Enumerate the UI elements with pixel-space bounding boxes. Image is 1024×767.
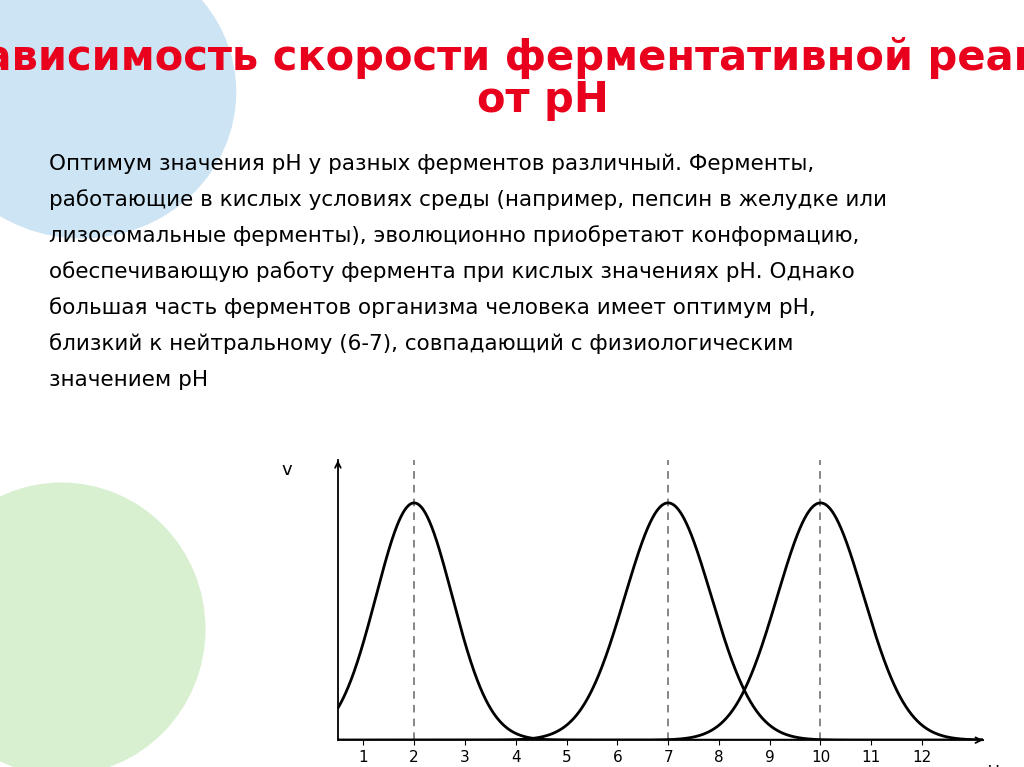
Text: рН: рН: [978, 764, 1001, 767]
Text: близкий к нейтральному (6-7), совпадающий с физиологическим: близкий к нейтральному (6-7), совпадающи…: [49, 334, 794, 354]
Text: лизосомальные ферменты), эволюционно приобретают конформацию,: лизосомальные ферменты), эволюционно при…: [49, 225, 859, 246]
Text: работающие в кислых условиях среды (например, пепсин в желудке или: работающие в кислых условиях среды (напр…: [49, 189, 887, 210]
Text: Зависимость скорости ферментативной реакции: Зависимость скорости ферментативной реак…: [0, 37, 1024, 78]
Ellipse shape: [0, 0, 236, 238]
Ellipse shape: [0, 483, 205, 767]
Text: v: v: [282, 461, 293, 479]
Text: Оптимум значения рН у разных ферментов различный. Ферменты,: Оптимум значения рН у разных ферментов р…: [49, 153, 814, 174]
Text: обеспечивающую работу фермента при кислых значениях рН. Однако: обеспечивающую работу фермента при кислы…: [49, 262, 855, 282]
Text: значением рН: значением рН: [49, 370, 208, 390]
Text: большая часть ферментов организма человека имеет оптимум рН,: большая часть ферментов организма челове…: [49, 298, 816, 318]
Text: от рН: от рН: [477, 79, 608, 120]
